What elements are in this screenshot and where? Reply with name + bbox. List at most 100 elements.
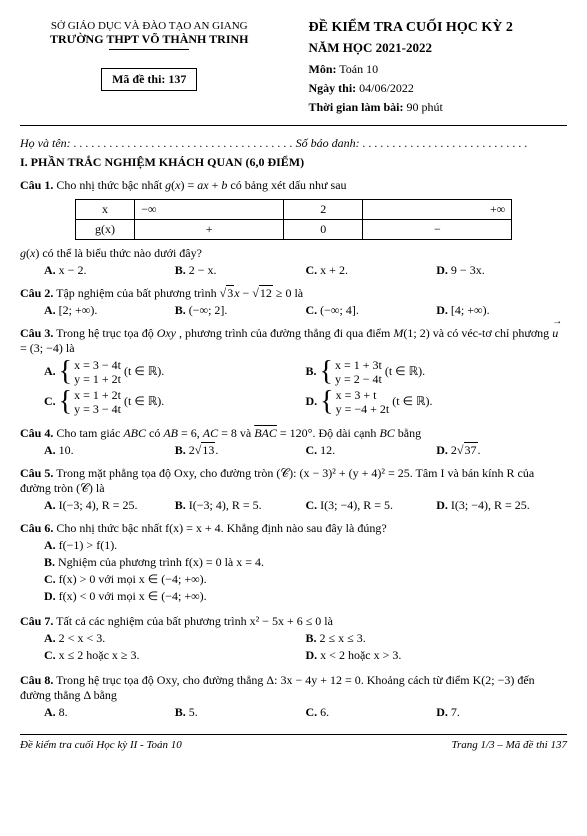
q4-d: D. 2√37. (436, 443, 567, 458)
q8-answers: A. 8. B. 5. C. 6. D. 7. (20, 705, 567, 720)
q1-b-text: 2 − x. (189, 263, 217, 277)
q8-c: C. 6. (306, 705, 437, 720)
q3-c-sys: { x = 1 + 2ty = 3 − 4t (59, 388, 121, 416)
question-6: Câu 6. Cho nhị thức bậc nhất f(x) = x + … (20, 521, 567, 536)
q3-b-l2: y = 2 − 4t (335, 372, 382, 386)
q2-c-text: (−∞; 4]. (320, 303, 359, 317)
q6-c-text: f(x) > 0 với mọi x ∈ (−4; +∞). (59, 572, 207, 586)
q3-c-l1: x = 1 + 2t (74, 388, 121, 402)
q3-d-l2: y = −4 + 2t (336, 402, 390, 416)
q7-c-text: x ≤ 2 hoặc x ≥ 3. (59, 648, 140, 662)
q4-answers: A. 10. B. 2√13. C. 12. D. 2√37. (20, 443, 567, 458)
q6-d: D. f(x) < 0 với mọi x ∈ (−4; +∞). (44, 589, 567, 604)
q4-c: C. 12. (306, 443, 437, 458)
st-gx: g(x) (75, 220, 135, 240)
q1-post-text: có thể là biểu thức nào dưới đây? (42, 246, 202, 260)
q2-b: B. (−∞; 2]. (175, 303, 306, 318)
question-1: Câu 1. Cho nhị thức bậc nhất g(x) = ax +… (20, 178, 567, 193)
q5-d-text: I(3; −4), R = 25. (451, 498, 530, 512)
q3-d-tail: (t ∈ ℝ). (392, 394, 432, 408)
q5-c: C. I(3; −4), R = 5. (306, 498, 437, 513)
duration-value: 90 phút (407, 100, 443, 114)
q8-label: Câu 8. (20, 673, 53, 687)
q4-d-text: 2√37. (451, 442, 481, 457)
question-4: Câu 4. Cho tam giác ABC có AB = 6, AC = … (20, 426, 567, 441)
sign-table: x −∞ 2 +∞ g(x) + 0 − (75, 199, 513, 240)
q5-b: B. I(−3; 4), R = 5. (175, 498, 306, 513)
q7-a: A. 2 < x < 3. (44, 631, 306, 646)
school-year: NĂM HỌC 2021-2022 (309, 40, 568, 56)
q5-c-text: I(3; −4), R = 5. (320, 498, 393, 512)
student-name-label: Họ và tên: (20, 136, 71, 150)
q8-b: B. 5. (175, 705, 306, 720)
q3-b-sys: { x = 1 + 3ty = 2 − 4t (320, 358, 382, 386)
q3-text-b: , phương trình của đường thẳng đi qua đi… (179, 326, 393, 340)
subject-value: Toán 10 (339, 62, 378, 76)
footer-right: Trang 1/3 – Mã đề thi 137 (451, 739, 567, 751)
q8-d: D. 7. (436, 705, 567, 720)
question-8: Câu 8. Trong hệ trục tọa độ Oxy, cho đườ… (20, 673, 567, 703)
q5-label: Câu 5. (20, 466, 53, 480)
st-pinf: +∞ (363, 200, 512, 220)
q6-text: Cho nhị thức bậc nhất f(x) = x + 4. Khẳn… (56, 521, 386, 535)
q4-b-text: 2√13. (189, 442, 219, 457)
q2-d: D. [4; +∞). (436, 303, 567, 318)
separator (20, 125, 567, 126)
q2-answers: A. [2; +∞). B. (−∞; 2]. C. (−∞; 4]. D. [… (20, 303, 567, 318)
q3-d-l1: x = 3 + t (336, 388, 390, 402)
q5-a-text: I(−3; 4), R = 25. (59, 498, 138, 512)
q5-b-text: I(−3; 4), R = 5. (189, 498, 262, 512)
q1-text-a: Cho nhị thức bậc nhất (56, 178, 165, 192)
q3-vec-val: = (3; −4) (20, 341, 63, 355)
q2-d-text: [4; +∞). (451, 303, 490, 317)
dept-name: SỞ GIÁO DỤC VÀ ĐÀO TẠO AN GIANG (20, 20, 279, 32)
st-right: − (363, 220, 512, 240)
q8-b-text: 5. (189, 705, 198, 719)
q3-oxy: Oxy (157, 326, 176, 340)
q1-post: g(x) có thể là biểu thức nào dưới đây? (20, 246, 567, 261)
q3-answers: A. { x = 3 − 4ty = 1 + 2t (t ∈ ℝ). B. { … (20, 358, 567, 418)
duration-label: Thời gian làm bài: (309, 100, 404, 114)
q3-text-c: và có véc-tơ chỉ phương (433, 326, 553, 340)
question-5: Câu 5. Trong mặt phẳng tọa độ Oxy, cho đ… (20, 466, 567, 496)
q7-d: D. x < 2 hoặc x > 3. (306, 648, 568, 663)
q3-b-l1: x = 1 + 3t (335, 358, 382, 372)
q3-vec-u: u (552, 326, 558, 341)
q5-a: A. I(−3; 4), R = 25. (44, 498, 175, 513)
q8-a: A. 8. (44, 705, 175, 720)
q8-text: Trong hệ trục tọa độ Oxy, cho đường thẳn… (20, 673, 535, 702)
q2-b-text: (−∞; 2]. (189, 303, 228, 317)
q7-text: Tất cả các nghiệm của bất phương trình x… (56, 614, 333, 628)
q3-b-tail: (t ∈ ℝ). (385, 364, 425, 378)
q3-point: M(1; 2) (393, 326, 429, 340)
q3-text-d: là (66, 341, 75, 355)
q7-b: B. 2 ≤ x ≤ 3. (306, 631, 568, 646)
question-7: Câu 7. Tất cả các nghiệm của bất phương … (20, 614, 567, 629)
q2-c: C. (−∞; 4]. (306, 303, 437, 318)
q1-text-b: có bảng xét dấu như sau (230, 178, 346, 192)
q1-gx: g(x) (20, 246, 39, 260)
q6-answers: A. f(−1) > f(1). B. Nghiệm của phương tr… (20, 538, 567, 606)
header-left: SỞ GIÁO DỤC VÀ ĐÀO TẠO AN GIANG TRƯỜNG T… (20, 20, 279, 91)
footer-left: Đề kiểm tra cuối Học kỳ II - Toán 10 (20, 739, 182, 751)
q4-c-text: 12. (320, 443, 335, 457)
subject-label: Môn: (309, 62, 337, 76)
exam-code-box: Mã đề thi: 137 (101, 68, 197, 91)
q4-label: Câu 4. (20, 426, 53, 440)
q7-answers: A. 2 < x < 3. B. 2 ≤ x ≤ 3. C. x ≤ 2 hoặ… (20, 631, 567, 665)
q8-d-text: 7. (451, 705, 460, 719)
q1-label: Câu 1. (20, 178, 53, 192)
q8-c-text: 6. (320, 705, 329, 719)
q3-d: D. { x = 3 + ty = −4 + 2t (t ∈ ℝ). (306, 388, 568, 416)
student-id-label: Số báo danh: (296, 136, 360, 150)
q3-c-tail: (t ∈ ℝ). (124, 394, 164, 408)
duration-row: Thời gian làm bài: 90 phút (309, 100, 568, 115)
exam-page: SỞ GIÁO DỤC VÀ ĐÀO TẠO AN GIANG TRƯỜNG T… (0, 0, 587, 836)
q2-text: Tập nghiệm của bất phương trình √3x − √1… (56, 285, 303, 300)
q2-a: A. [2; +∞). (44, 303, 175, 318)
q1-d: D. 9 − 3x. (436, 263, 567, 278)
q3-label: Câu 3. (20, 326, 53, 340)
student-name-dots: . . . . . . . . . . . . . . . . . . . . … (74, 136, 293, 150)
q1-a-text: x − 2. (59, 263, 87, 277)
header-right: ĐỀ KIỂM TRA CUỐI HỌC KỲ 2 NĂM HỌC 2021-2… (279, 20, 568, 115)
